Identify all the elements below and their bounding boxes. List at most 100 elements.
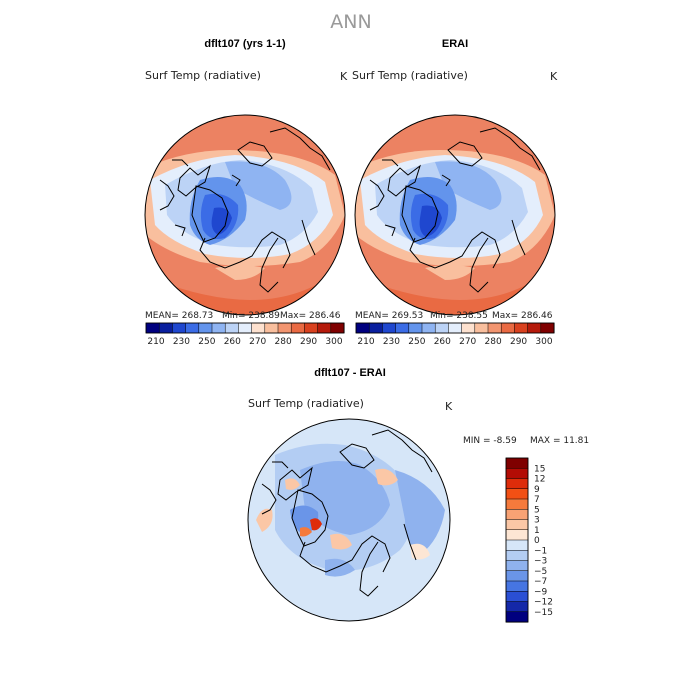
- colorbar-swatch: [317, 322, 332, 334]
- colorbar-reference: 210 230 250 260 270 280 290 300: [355, 322, 555, 347]
- figure-title: ANN: [330, 11, 371, 33]
- colorbar-swatch: [355, 322, 370, 334]
- colorbar-tick-label: −15: [534, 608, 553, 618]
- colorbar-tick-label: 5: [534, 505, 540, 515]
- colorbar-swatch: [408, 322, 423, 334]
- colorbar-swatch: [505, 601, 529, 613]
- colorbar-swatch: [145, 322, 160, 334]
- colorbar-tick-label: −5: [534, 567, 547, 577]
- colorbar-tick-label: 290: [300, 337, 317, 347]
- colorbar-swatch: [505, 468, 529, 480]
- colorbar-swatch: [224, 322, 239, 334]
- colorbar-tick-label: 300: [535, 337, 552, 347]
- colorbar-swatch: [474, 322, 489, 334]
- colorbar-tick-label: 290: [510, 337, 527, 347]
- colorbar-swatch: [211, 322, 226, 334]
- colorbar-swatch: [487, 322, 502, 334]
- colorbar-swatch: [382, 322, 397, 334]
- panel-title: dflt107 - ERAI: [314, 367, 386, 379]
- colorbar-swatch: [251, 322, 266, 334]
- colorbar-tick-label: 0: [534, 536, 540, 546]
- colorbar-swatch: [448, 322, 463, 334]
- colorbar-tick-label: 210: [147, 337, 164, 347]
- colorbar-swatch: [330, 322, 345, 334]
- panel-reference: ERAI Surf Temp (radiative) K: [352, 38, 558, 347]
- colorbar-swatch: [505, 580, 529, 592]
- colorbar-swatch: [505, 570, 529, 582]
- colorbar-tick-label: 260: [224, 337, 241, 347]
- colorbar-swatch: [158, 322, 173, 334]
- mean-value: MEAN= 269.53: [355, 311, 423, 321]
- max-value: MAX = 11.81: [530, 436, 589, 446]
- colorbar-tick-label: 250: [408, 337, 425, 347]
- colorbar-swatch: [290, 322, 305, 334]
- colorbar-frame: [355, 322, 555, 334]
- min-value: Min= 238.55: [430, 311, 488, 321]
- colorbar-swatch: [434, 322, 449, 334]
- colorbar-tick-label: 250: [198, 337, 215, 347]
- colorbar-tick-label: −1: [534, 546, 547, 556]
- colorbar-tick-label: 12: [534, 475, 545, 485]
- colorbar-tick-label: 230: [383, 337, 400, 347]
- polar-map: [354, 114, 556, 316]
- colorbar-model: 210 230 250 260 270 280 290 300: [145, 322, 345, 347]
- colorbar-tick-label: 1: [534, 526, 540, 536]
- colorbar-tick-label: 280: [485, 337, 502, 347]
- colorbar-tick-label: −7: [534, 577, 547, 587]
- max-value: Max= 286.46: [492, 311, 553, 321]
- colorbar-frame: [505, 457, 529, 623]
- colorbar-tick-label: 300: [325, 337, 342, 347]
- panel-model: dflt107 (yrs 1-1) Surf Temp (radiative) …: [144, 38, 348, 347]
- colorbar-swatch: [514, 322, 529, 334]
- colorbar-swatch: [421, 322, 436, 334]
- min-value: Min= 238.89: [222, 311, 280, 321]
- panel-difference: dflt107 - ERAI Surf Temp (radiative) K: [247, 367, 589, 623]
- colorbar-swatch: [505, 488, 529, 500]
- colorbar-tick-label: −3: [534, 557, 547, 567]
- colorbar-swatch: [505, 509, 529, 521]
- colorbar-swatch: [540, 322, 555, 334]
- colorbar-tick-label: 15: [534, 464, 545, 474]
- colorbar-tick-label: 270: [459, 337, 476, 347]
- colorbar-swatch: [368, 322, 383, 334]
- colorbar-tick-label: 210: [357, 337, 374, 347]
- colorbar-swatch: [505, 519, 529, 531]
- colorbar-swatch: [527, 322, 542, 334]
- colorbar-swatch: [505, 457, 529, 469]
- colorbar-swatch: [461, 322, 476, 334]
- colorbar-tick-label: −12: [534, 598, 553, 608]
- colorbar-swatch: [198, 322, 213, 334]
- variable-label: Surf Temp (radiative): [352, 69, 468, 82]
- colorbar-tick-label: 230: [173, 337, 190, 347]
- colorbar-swatch: [185, 322, 200, 334]
- colorbar-tick-label: 3: [534, 516, 540, 526]
- colorbar-swatch: [395, 322, 410, 334]
- colorbar-swatch: [505, 611, 529, 623]
- colorbar-swatch: [505, 498, 529, 510]
- colorbar-tick-label: 280: [275, 337, 292, 347]
- colorbar-swatch: [505, 539, 529, 551]
- colorbar-tick-label: −9: [534, 587, 548, 597]
- colorbar-swatch: [505, 529, 529, 541]
- panel-title: ERAI: [442, 38, 468, 50]
- colorbar-swatch: [505, 550, 529, 562]
- colorbar-tick-label: 7: [534, 495, 540, 505]
- mean-value: MEAN= 268.73: [145, 311, 213, 321]
- colorbar-swatch: [172, 322, 187, 334]
- colorbar-swatch: [238, 322, 253, 334]
- panel-title: dflt107 (yrs 1-1): [204, 38, 286, 50]
- colorbar-tick-label: 260: [434, 337, 451, 347]
- variable-label: Surf Temp (radiative): [145, 69, 261, 82]
- min-value: MIN = -8.59: [463, 436, 517, 446]
- polar-map: [144, 114, 346, 316]
- colorbar-swatch: [505, 591, 529, 603]
- colorbar-frame: [145, 322, 345, 334]
- colorbar-swatch: [304, 322, 319, 334]
- units-label: K: [445, 400, 453, 413]
- colorbar-tick-label: 9: [534, 485, 540, 495]
- colorbar-swatch: [277, 322, 292, 334]
- colorbar-tick-label: 270: [249, 337, 266, 347]
- max-value: Max= 286.46: [280, 311, 341, 321]
